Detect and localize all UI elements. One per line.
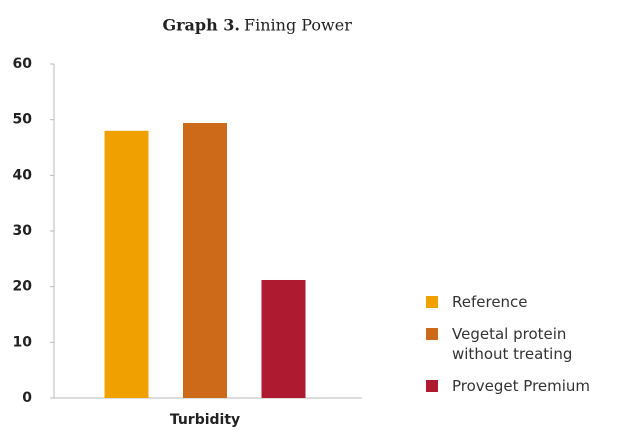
legend: Reference Vegetal protein without treatin… bbox=[426, 292, 606, 408]
y-tick-label: 0 bbox=[22, 390, 32, 406]
bar bbox=[261, 279, 306, 398]
y-tick-label: 50 bbox=[13, 112, 33, 128]
legend-swatch bbox=[426, 296, 438, 308]
y-tick-label: 40 bbox=[13, 167, 33, 183]
legend-item: Vegetal protein without treating bbox=[426, 324, 606, 364]
y-tick-label: 20 bbox=[13, 279, 33, 295]
bar bbox=[104, 130, 149, 399]
chart-title: Fining Power bbox=[244, 16, 352, 35]
x-tick-label: Turbidity bbox=[170, 412, 240, 428]
y-tick-label: 10 bbox=[13, 334, 33, 350]
legend-label: Vegetal protein without treating bbox=[452, 325, 573, 363]
legend-label: Reference bbox=[452, 293, 528, 311]
legend-label: Proveget Premium bbox=[452, 377, 591, 395]
legend-swatch bbox=[426, 380, 438, 392]
y-tick-label: 60 bbox=[13, 56, 33, 72]
bar bbox=[183, 123, 227, 399]
y-tick-label: 30 bbox=[13, 223, 33, 239]
chart-title-label: Graph 3. bbox=[162, 16, 240, 35]
legend-swatch bbox=[426, 328, 438, 340]
legend-item: Reference bbox=[426, 292, 606, 312]
legend-item: Proveget Premium bbox=[426, 376, 606, 396]
